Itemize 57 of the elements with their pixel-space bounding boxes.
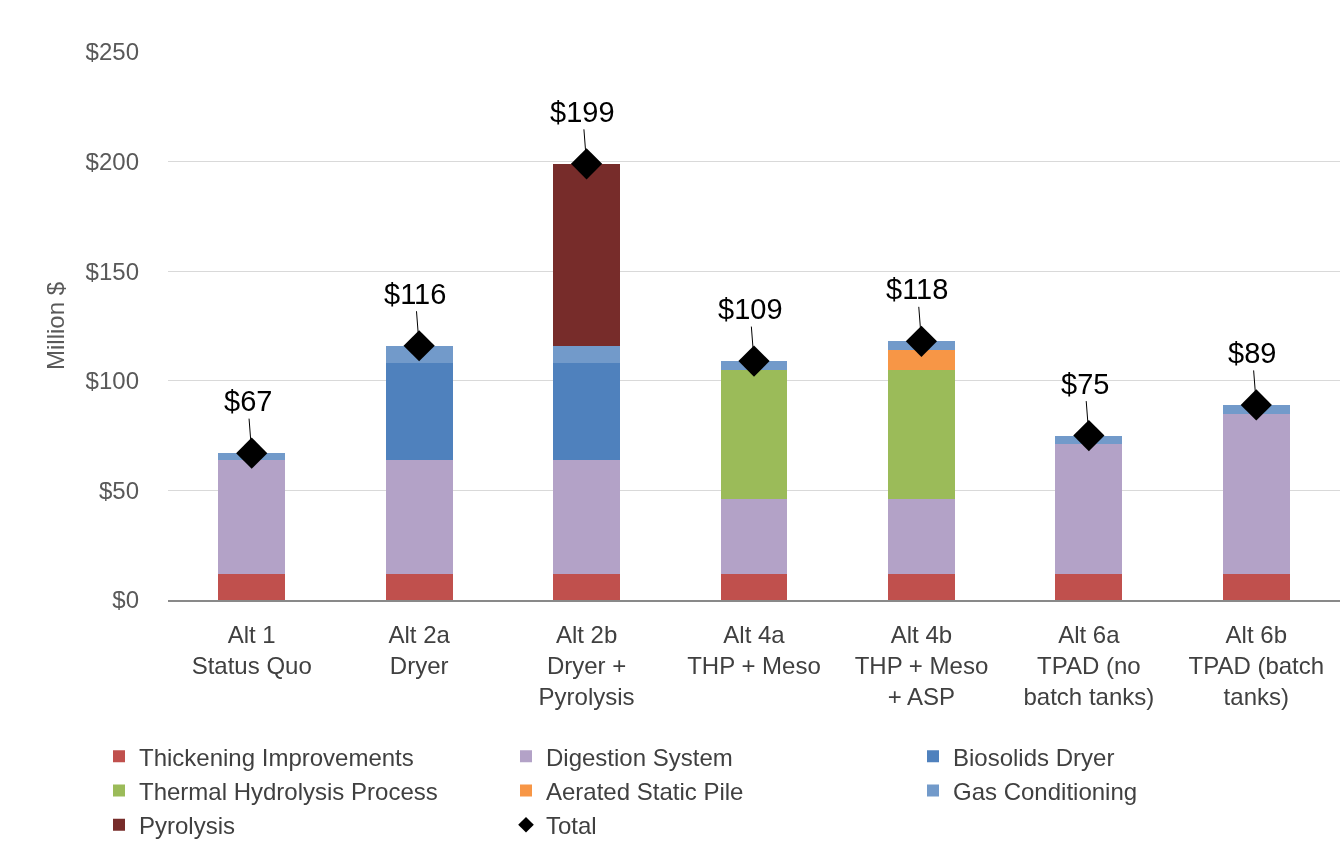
- x-tick-label: Alt 1 Status Quo: [191, 620, 312, 679]
- bar: [720, 499, 788, 574]
- bar: [553, 459, 621, 574]
- point: [1073, 420, 1105, 452]
- point: [738, 345, 770, 377]
- y-tick-label: $100: [85, 367, 139, 395]
- legend-label: Total: [546, 812, 597, 840]
- x-tick-label: Alt 4b THP + Meso + ASP: [854, 620, 989, 710]
- bar: [1055, 444, 1123, 574]
- bar: [385, 459, 453, 574]
- y-tick-label: $250: [85, 38, 139, 66]
- x-tick-label: Alt 6b TPAD (batch tanks): [1188, 620, 1325, 710]
- bar: [553, 363, 621, 460]
- data-label: $109: [718, 293, 783, 325]
- y-tick-label: $150: [85, 257, 139, 285]
- bar: [1222, 413, 1290, 574]
- bar: [720, 573, 788, 600]
- bar: [887, 369, 955, 500]
- x-tick-label: Alt 6a TPAD (no batch tanks): [1023, 620, 1155, 710]
- point: [1240, 389, 1272, 421]
- legend-label: Digestion System: [546, 743, 733, 771]
- data-label: $118: [886, 273, 949, 305]
- bar: [1055, 573, 1123, 600]
- point: [236, 437, 268, 469]
- bar: [1222, 573, 1290, 600]
- data-label: $67: [224, 385, 273, 417]
- bar: [887, 573, 955, 600]
- data-label: $116: [384, 278, 447, 310]
- bar: [218, 459, 286, 574]
- bar: [553, 163, 621, 346]
- bar: [553, 573, 621, 600]
- x-tick-label: Alt 2a Dryer: [388, 620, 451, 679]
- y-tick-label: $50: [98, 476, 139, 504]
- legend-label: Gas Conditioning: [953, 777, 1138, 805]
- x-tick-label: Alt 4a THP + Meso: [687, 620, 821, 679]
- data-label: $75: [1061, 368, 1110, 400]
- x-tick-label: Alt 2b Dryer + Pyrolysis: [538, 620, 635, 710]
- point: [403, 330, 435, 362]
- bar: [553, 345, 621, 364]
- legend-label: Thickening Improvements: [139, 743, 414, 771]
- bar: [385, 363, 453, 460]
- legend-label: Pyrolysis: [139, 812, 236, 840]
- bar: [218, 573, 286, 600]
- bar: [887, 350, 955, 370]
- point: [570, 148, 603, 180]
- bar: [720, 369, 788, 500]
- point: [905, 325, 938, 357]
- y-axis-title: Million $: [41, 281, 69, 371]
- data-label: $89: [1228, 337, 1277, 369]
- bar: [385, 573, 453, 600]
- bar: [887, 499, 955, 574]
- legend-label: Biosolids Dryer: [953, 743, 1115, 771]
- y-tick-label: $200: [85, 148, 139, 175]
- legend-label: Thermal Hydrolysis Process: [139, 777, 438, 805]
- legend-label: Aerated Static Pile: [546, 777, 744, 805]
- y-tick-label: $0: [112, 586, 139, 614]
- data-label: $199: [550, 96, 615, 128]
